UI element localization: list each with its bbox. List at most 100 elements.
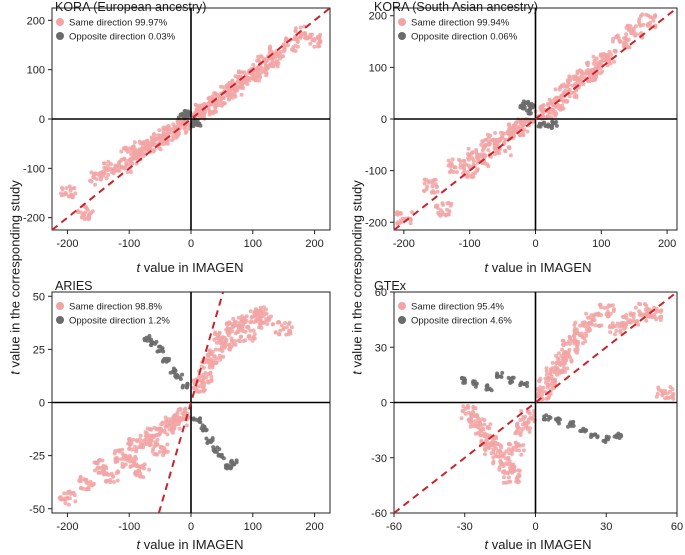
point-same-direction xyxy=(262,69,267,74)
point-same-direction xyxy=(518,418,523,422)
point-opposite-direction xyxy=(197,417,202,421)
point-same-direction xyxy=(250,76,255,81)
point-same-direction xyxy=(561,82,566,87)
point-same-direction xyxy=(141,140,146,145)
point-same-direction xyxy=(295,39,300,44)
legend-marker-opposite xyxy=(56,316,64,324)
point-same-direction xyxy=(589,321,594,325)
point-same-direction xyxy=(441,202,445,207)
point-same-direction xyxy=(555,95,560,100)
point-opposite-direction xyxy=(485,386,490,391)
x-tick-label: -200 xyxy=(56,238,78,250)
point-same-direction xyxy=(236,327,241,332)
point-same-direction xyxy=(317,34,322,39)
point-same-direction xyxy=(457,157,461,162)
y-tick-label: 200 xyxy=(27,15,45,27)
point-same-direction xyxy=(583,331,588,336)
x-tick-label: 100 xyxy=(244,521,262,533)
point-same-direction xyxy=(134,462,139,467)
point-same-direction xyxy=(205,379,210,384)
point-same-direction xyxy=(152,444,157,449)
point-same-direction xyxy=(138,440,143,445)
x-tick-label: 200 xyxy=(305,238,323,250)
point-same-direction xyxy=(450,163,455,168)
point-same-direction xyxy=(493,452,498,457)
point-same-direction xyxy=(159,139,164,144)
x-axis-label-var: t xyxy=(484,260,489,275)
point-same-direction xyxy=(495,151,499,156)
y-tick-label: -50 xyxy=(29,504,45,516)
x-axis-label-bottom-left: t value in IMAGEN xyxy=(60,537,320,552)
point-same-direction xyxy=(112,168,117,173)
point-same-direction xyxy=(461,163,466,168)
point-same-direction xyxy=(515,423,519,428)
point-opposite-direction xyxy=(212,448,217,453)
point-same-direction xyxy=(546,101,550,106)
point-opposite-direction xyxy=(614,435,619,440)
point-same-direction xyxy=(433,182,438,187)
point-same-direction xyxy=(569,90,574,95)
point-same-direction xyxy=(646,13,651,18)
point-same-direction xyxy=(671,394,675,399)
point-same-direction xyxy=(558,85,563,90)
y-tick-label: 30 xyxy=(375,342,387,354)
point-same-direction xyxy=(70,193,75,198)
point-same-direction xyxy=(127,146,132,151)
point-same-direction xyxy=(526,420,531,425)
legend-marker-same xyxy=(398,302,406,310)
point-opposite-direction xyxy=(566,424,570,429)
point-same-direction xyxy=(561,355,566,360)
point-same-direction xyxy=(612,59,616,64)
y-tick-label: 200 xyxy=(369,11,387,23)
point-same-direction xyxy=(645,23,650,28)
point-same-direction xyxy=(148,147,153,152)
point-same-direction xyxy=(298,25,303,30)
point-same-direction xyxy=(119,165,124,170)
point-opposite-direction xyxy=(495,372,500,377)
point-same-direction xyxy=(267,50,272,55)
point-same-direction xyxy=(522,448,526,453)
legend-label-opposite: Opposite direction 0.06% xyxy=(411,32,518,43)
point-same-direction xyxy=(604,56,609,61)
point-same-direction xyxy=(493,440,498,445)
point-same-direction xyxy=(621,44,626,49)
point-same-direction xyxy=(486,164,491,169)
point-same-direction xyxy=(293,26,298,31)
point-same-direction xyxy=(581,82,586,87)
point-same-direction xyxy=(172,424,177,429)
point-same-direction xyxy=(137,474,142,479)
point-same-direction xyxy=(265,322,270,326)
panel-title: KORA (European ancestry) xyxy=(55,0,206,14)
point-opposite-direction xyxy=(142,338,147,343)
point-opposite-direction xyxy=(219,452,224,457)
point-same-direction xyxy=(618,330,623,335)
point-same-direction xyxy=(616,36,621,41)
point-same-direction xyxy=(506,122,511,127)
point-same-direction xyxy=(480,426,485,431)
point-same-direction xyxy=(125,149,130,154)
point-same-direction xyxy=(487,142,492,147)
point-opposite-direction xyxy=(543,417,548,422)
point-same-direction xyxy=(500,454,505,459)
point-same-direction xyxy=(624,313,629,317)
point-same-direction xyxy=(156,133,160,138)
point-same-direction xyxy=(212,332,217,336)
point-same-direction xyxy=(277,332,282,337)
y-tick-label: -200 xyxy=(365,217,387,229)
point-same-direction xyxy=(164,418,169,423)
point-opposite-direction xyxy=(529,104,534,109)
point-same-direction xyxy=(611,36,616,41)
point-same-direction xyxy=(157,450,162,454)
point-same-direction xyxy=(488,422,493,427)
point-same-direction xyxy=(575,79,580,84)
point-same-direction xyxy=(230,338,234,343)
point-opposite-direction xyxy=(180,372,185,377)
point-same-direction xyxy=(243,80,248,85)
point-same-direction xyxy=(514,476,519,481)
point-same-direction xyxy=(251,62,256,67)
point-opposite-direction xyxy=(485,383,490,388)
point-same-direction xyxy=(283,321,288,325)
point-same-direction xyxy=(502,475,506,480)
point-opposite-direction xyxy=(522,381,527,386)
point-same-direction xyxy=(514,444,519,449)
